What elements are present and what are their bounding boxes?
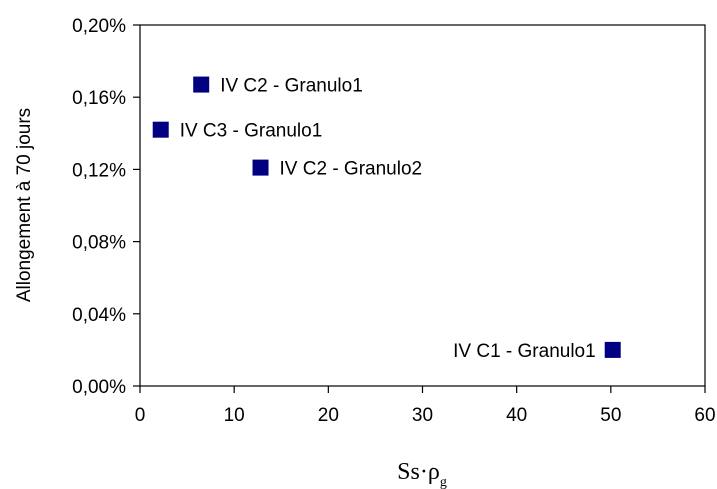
data-point-marker [152, 121, 169, 138]
y-axis: 0,00% 0,04% 0,08% 0,12% 0,16% 0,20% [72, 16, 140, 398]
data-point-marker [604, 341, 621, 358]
x-tick-label: 30 [412, 405, 433, 426]
y-axis-label: Allongement à 70 jours [14, 108, 35, 302]
x-axis-label: Ss·ρg [397, 459, 447, 489]
y-tick-label: 0,08% [72, 233, 126, 254]
x-tick-label: 60 [694, 405, 715, 426]
data-point-label: IV C2 - Granulo2 [280, 159, 423, 180]
data-point-label: IV C3 - Granulo1 [180, 121, 323, 142]
data-point-marker [252, 159, 269, 176]
x-axis-label-main: Ss·ρ [397, 459, 440, 485]
x-axis: 0 10 20 30 40 50 60 [135, 386, 716, 426]
data-point-label: IV C2 - Granulo1 [220, 76, 363, 97]
x-axis-label-subscript: g [440, 475, 447, 489]
x-tick-label: 10 [224, 405, 245, 426]
x-tick-label: 50 [600, 405, 621, 426]
data-point-label: IV C1 - Granulo1 [453, 341, 596, 362]
x-tick-label: 0 [135, 405, 146, 426]
y-tick-label: 0,12% [72, 160, 126, 181]
y-tick-label: 0,16% [72, 88, 126, 109]
data-point-marker [193, 76, 210, 93]
y-tick-label: 0,20% [72, 16, 126, 37]
data-points: IV C2 - Granulo1 IV C3 - Granulo1 IV C2 - … [152, 76, 621, 362]
y-tick-label: 0,04% [72, 305, 126, 326]
y-tick-label: 0,00% [72, 377, 126, 398]
x-tick-label: 40 [506, 405, 527, 426]
x-tick-label: 20 [318, 405, 339, 426]
